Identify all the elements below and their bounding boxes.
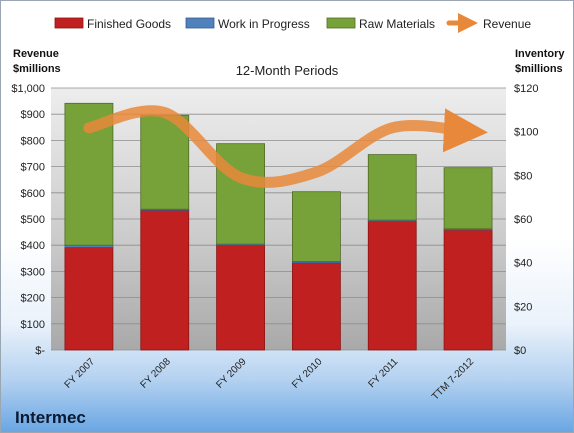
x-tick-label: FY 2007	[63, 356, 98, 391]
legend-item-finished-goods: Finished Goods	[54, 17, 171, 31]
left-tick-label: $1,000	[11, 83, 45, 95]
legend-item-work-in-progress: Work in Progress	[185, 17, 310, 31]
right-tick-label: $60	[514, 214, 532, 226]
revenue-line	[83, 105, 488, 188]
right-tick-label: $0	[514, 345, 526, 357]
right-axis-label-line2: $millions	[515, 63, 563, 75]
left-axis-label-line2: $millions	[13, 63, 61, 75]
bar-finished-goods	[367, 220, 417, 351]
legend: Finished Goods Work in Progress Raw Mate…	[54, 13, 531, 33]
left-tick-label: $100	[21, 319, 45, 331]
bar-finished-goods	[216, 244, 265, 351]
x-tick-label: TTM 7-2012	[430, 356, 477, 403]
legend-swatch-work-in-progress	[185, 17, 215, 29]
bar-raw-materials	[216, 143, 265, 245]
left-tick-label: $700	[21, 162, 45, 174]
legend-label-raw-materials: Raw Materials	[359, 17, 435, 31]
left-axis-ticks: $- $100 $200 $300 $400 $500 $600 $700 $800 $900 $1…	[11, 83, 45, 357]
bar-raw-materials	[292, 191, 341, 262]
revenue-trend-line	[83, 105, 488, 188]
bar-raw-materials	[443, 167, 493, 230]
right-tick-label: $100	[514, 127, 538, 139]
right-tick-label: $120	[514, 83, 538, 95]
x-axis-ticks: FY 2007 FY 2008 FY 2009 FY 2010 FY 2011 TTM 7…	[63, 356, 477, 403]
bar-finished-goods	[140, 209, 190, 351]
legend-label-finished-goods: Finished Goods	[87, 17, 171, 31]
company-name: Intermec	[15, 408, 86, 427]
x-tick-label: FY 2010	[290, 356, 325, 391]
right-axis-label-line1: Inventory	[515, 48, 565, 60]
legend-label-work-in-progress: Work in Progress	[218, 17, 310, 31]
right-tick-label: $40	[514, 258, 532, 270]
legend-item-revenue: Revenue	[446, 13, 531, 33]
left-tick-label: $400	[21, 240, 45, 252]
left-tick-label: $300	[21, 266, 45, 278]
right-tick-label: $80	[514, 170, 532, 182]
left-tick-label: $600	[21, 188, 45, 200]
right-tick-label: $20	[514, 301, 532, 313]
left-tick-label: $-	[35, 345, 45, 357]
legend-swatch-raw-materials	[326, 17, 356, 29]
x-tick-label: FY 2009	[214, 356, 249, 391]
left-axis-label-line1: Revenue	[13, 48, 59, 60]
right-axis-ticks: $0 $20 $40 $60 $80 $100 $120	[514, 83, 538, 357]
chart-title: 12-Month Periods	[236, 63, 339, 78]
left-tick-label: $500	[21, 214, 45, 226]
legend-item-raw-materials: Raw Materials	[326, 17, 435, 31]
left-tick-label: $900	[21, 109, 45, 121]
x-tick-label: FY 2008	[138, 356, 173, 391]
gridlines	[51, 87, 506, 351]
bar-raw-materials	[140, 114, 190, 210]
left-tick-label: $200	[21, 293, 45, 305]
bar-finished-goods	[292, 262, 341, 351]
legend-label-revenue: Revenue	[483, 17, 531, 31]
legend-swatch-finished-goods	[54, 17, 84, 29]
bar-finished-goods	[443, 229, 493, 351]
bar-raw-materials	[367, 154, 417, 221]
x-tick-label: FY 2011	[367, 356, 401, 390]
bar-finished-goods	[64, 246, 114, 351]
left-tick-label: $800	[21, 135, 45, 147]
